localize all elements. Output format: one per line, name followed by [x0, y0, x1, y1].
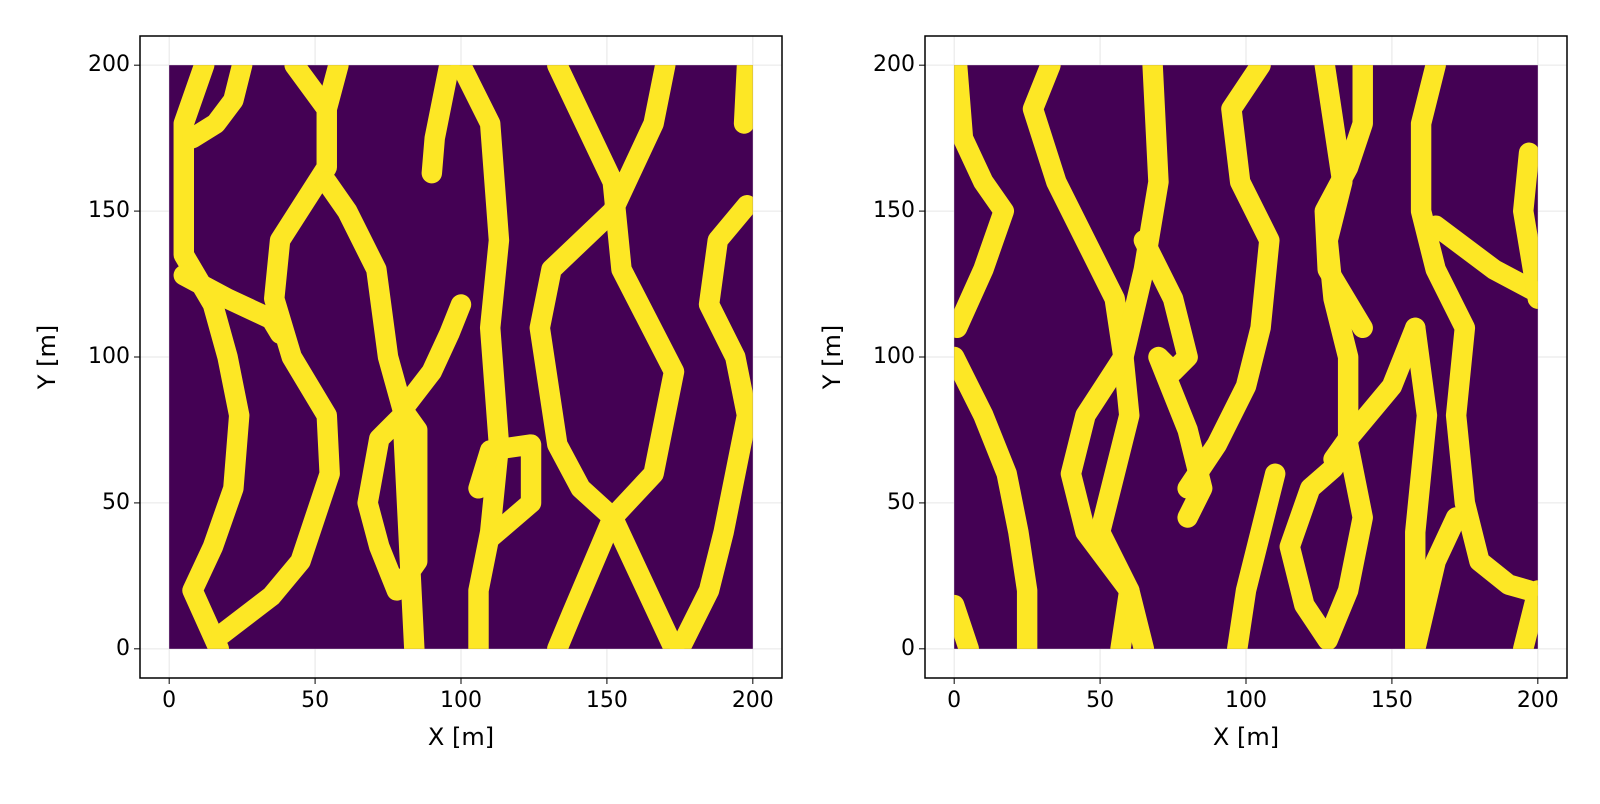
y-tick-label: 200 [88, 52, 130, 77]
channel [954, 65, 1015, 339]
channel [211, 65, 340, 645]
channel [1177, 65, 1280, 499]
y-axis-label: Y [m] [33, 325, 61, 390]
y-tick-label: 0 [116, 636, 130, 661]
channel [1227, 463, 1286, 649]
channel [1323, 317, 1426, 470]
x-axis-label: X [m] [428, 723, 494, 751]
channel [733, 65, 753, 134]
channel [316, 171, 472, 420]
channel [173, 265, 291, 344]
channel [954, 594, 979, 649]
channel [669, 195, 753, 649]
channel [954, 346, 1038, 649]
x-tick-label: 200 [1517, 688, 1559, 713]
x-tick-label: 50 [1086, 688, 1114, 713]
panel: 0 50 100 150 200 0 50 100 150 200 X [m] Y [m] [33, 35, 783, 751]
x-tick-label: 100 [1225, 688, 1267, 713]
channel [173, 65, 250, 649]
y-tick-label: 150 [873, 198, 915, 223]
y-tick-label: 150 [88, 198, 130, 223]
channel [1425, 215, 1538, 304]
x-tick-label: 100 [440, 688, 482, 713]
panel: 0 50 100 150 200 0 50 100 150 200 X [m] Y [m] [818, 35, 1568, 751]
channel [1060, 65, 1169, 649]
x-tick-label: 0 [162, 688, 176, 713]
x-tick-label: 150 [586, 688, 628, 713]
x-tick-label: 200 [732, 688, 774, 713]
y-axis-label: Y [m] [818, 325, 846, 390]
y-tick-label: 0 [901, 636, 915, 661]
channel [1410, 65, 1538, 601]
channel [1314, 65, 1373, 339]
channel [357, 399, 428, 649]
x-tick-label: 150 [1371, 688, 1413, 713]
x-axis-label: X [m] [1213, 723, 1279, 751]
channel [450, 65, 510, 649]
channel [468, 434, 542, 549]
channel [421, 65, 460, 184]
x-tick-label: 50 [301, 688, 329, 713]
channel [182, 65, 253, 149]
y-tick-label: 50 [102, 490, 130, 515]
channel [529, 65, 685, 649]
x-tick-label: 0 [947, 688, 961, 713]
y-tick-label: 100 [88, 344, 130, 369]
y-tick-label: 100 [873, 344, 915, 369]
y-tick-label: 50 [887, 490, 915, 515]
channel [1513, 142, 1538, 309]
channel [1513, 580, 1538, 649]
y-tick-label: 200 [873, 52, 915, 77]
channel [316, 65, 349, 120]
channel [1405, 317, 1467, 649]
